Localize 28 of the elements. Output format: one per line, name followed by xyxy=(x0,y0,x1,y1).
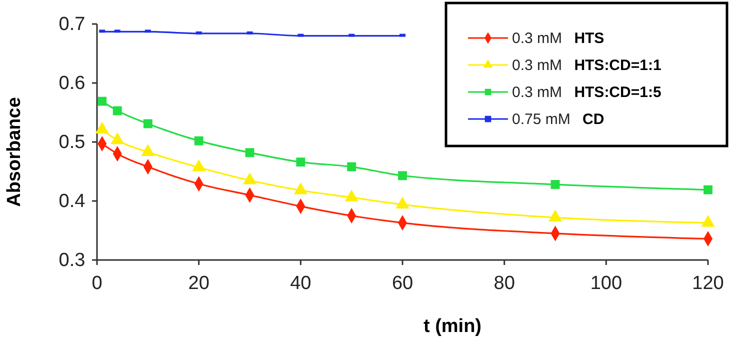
point xyxy=(550,180,560,189)
y-tick-label: 0.4 xyxy=(58,191,86,212)
point xyxy=(296,158,306,167)
x-tick-label: 120 xyxy=(692,272,724,294)
y-tick-label: 0.6 xyxy=(58,73,86,94)
x-tick-label: 40 xyxy=(290,272,312,294)
y-axis-title: Absorbance xyxy=(4,97,25,207)
point xyxy=(704,185,712,194)
legend-label: 0.3 mM HTS:CD=1:5 xyxy=(512,84,662,101)
point xyxy=(143,119,152,128)
y-tick-label: 0.5 xyxy=(58,132,86,154)
point xyxy=(112,106,122,116)
x-tick-label: 80 xyxy=(494,272,515,294)
x-tick-label: 20 xyxy=(188,272,210,294)
x-axis-title: t (min) xyxy=(423,316,482,337)
x-tick-label: 60 xyxy=(392,272,414,294)
x-tick-label: 100 xyxy=(590,272,622,294)
x-tick-label: 0 xyxy=(92,272,102,294)
y-tick-label: 0.3 xyxy=(58,250,86,272)
point xyxy=(398,171,407,180)
point xyxy=(245,148,254,158)
point xyxy=(347,162,356,172)
point xyxy=(194,136,204,146)
legend-label: 0.3 mM HTS:CD=1:1 xyxy=(512,57,662,74)
point xyxy=(98,96,107,106)
legend-label: 0.3 mM HTS xyxy=(512,30,604,47)
y-tick-label: 0.7 xyxy=(58,14,86,36)
legend-label: 0.75 mM CD xyxy=(512,111,604,128)
